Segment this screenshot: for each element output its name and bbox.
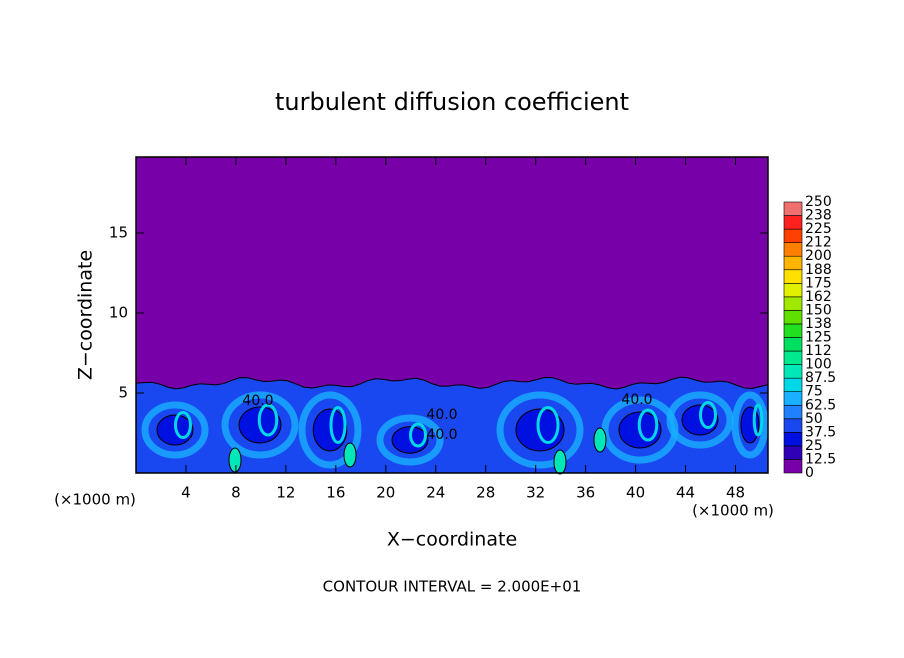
colorbar-label: 238 [805, 208, 832, 224]
colorbar-label: 100 [805, 357, 832, 373]
x-tick-label: 20 [376, 484, 395, 502]
colorbar-band [783, 282, 803, 298]
colorbar-label: 150 [805, 302, 832, 318]
field-swirl [298, 391, 362, 469]
field-swirl [740, 406, 760, 444]
colorbar-band [783, 350, 803, 365]
chart-title: turbulent diffusion coefficient [275, 88, 629, 116]
colorbar-band [783, 404, 803, 420]
x-tick-label: 4 [181, 484, 191, 502]
colorbar-label: 125 [805, 330, 832, 346]
colorbar-label: 175 [805, 275, 832, 291]
colorbar-label: 250 [805, 194, 832, 210]
colorbar-band [783, 445, 803, 460]
colorbar-band [783, 215, 803, 230]
x-tick-label: 36 [576, 484, 595, 502]
field-swirl [409, 422, 427, 448]
colorbar-label: 200 [805, 248, 832, 264]
colorbar-label: 50 [805, 411, 823, 427]
x-tick-label: 48 [726, 484, 745, 502]
colorbar-band [783, 459, 803, 474]
field-swirl [257, 403, 279, 437]
field-swirl [752, 403, 764, 437]
colorbar-label: 62.5 [805, 397, 836, 413]
colorbar-label: 188 [805, 262, 832, 278]
field-swirl [228, 447, 242, 473]
colorbar-band [783, 432, 803, 447]
colorbar-label: 0 [805, 465, 814, 481]
plot-frame [135, 156, 769, 474]
colorbar-band [783, 310, 803, 325]
field-swirl [221, 391, 299, 459]
y-tick-label: 5 [118, 384, 128, 402]
colorbar-band [783, 391, 803, 406]
field-swirl [376, 414, 444, 466]
colorbar-band [783, 269, 803, 284]
field-swirl [731, 391, 769, 459]
colorbar-band [783, 323, 803, 338]
x-axis-label: X−coordinate [387, 529, 517, 551]
field-swirl [593, 427, 607, 453]
contour-label: 40.0 [621, 392, 652, 408]
colorbar-band [783, 201, 803, 216]
field-swirl [536, 406, 560, 444]
field-swirl [174, 411, 192, 439]
x-tick-label: 16 [326, 484, 345, 502]
field-swirl [666, 391, 734, 449]
colorbar-label: 212 [805, 235, 832, 251]
colorbar-label: 12.5 [805, 451, 836, 467]
colorbar-band [783, 337, 803, 352]
y-axis-label: Z−coordinate [75, 250, 97, 380]
colorbar-label: 87.5 [805, 370, 836, 386]
colorbar-band [783, 228, 803, 243]
field-swirl [496, 391, 584, 469]
colorbar-label: 37.5 [805, 424, 836, 440]
colorbar-label: 25 [805, 438, 823, 454]
field-swirl [637, 408, 659, 442]
colorbar-band [783, 255, 803, 271]
field-swirl [699, 401, 717, 429]
y-tick-label: 15 [109, 224, 128, 242]
colorbar-band [783, 242, 803, 257]
field-swirl [329, 406, 347, 444]
x-tick-label: 24 [426, 484, 445, 502]
x-tick-label: 8 [231, 484, 241, 502]
x-tick-label: 40 [626, 484, 645, 502]
contour-label: 40.0 [426, 427, 457, 443]
field-swirl [343, 442, 357, 468]
colorbar-label: 112 [805, 343, 832, 359]
x-unit: (×1000 m) [54, 491, 136, 509]
x-tick-label: 28 [476, 484, 495, 502]
colorbar-band [783, 296, 803, 311]
colorbar-band [783, 364, 803, 379]
contour-label: 40.0 [426, 407, 457, 423]
colorbar-label: 75 [805, 384, 823, 400]
colorbar-band [783, 418, 803, 433]
field-swirl [553, 449, 567, 475]
colorbar-label: 138 [805, 316, 832, 332]
field-swirl [141, 401, 209, 459]
colorbar-label: 225 [805, 221, 832, 237]
footer: CONTOUR INTERVAL = 2.000E+01 [323, 578, 582, 596]
contour-label: 40.0 [242, 393, 273, 409]
x-tick-label: 32 [526, 484, 545, 502]
y-tick-label: 10 [109, 304, 128, 322]
x-tick-label: 44 [676, 484, 695, 502]
x-tick-label: 12 [276, 484, 295, 502]
colorbar-band [783, 377, 803, 392]
colorbar-label: 162 [805, 289, 832, 305]
x-unit: (×1000 m) [692, 502, 774, 520]
